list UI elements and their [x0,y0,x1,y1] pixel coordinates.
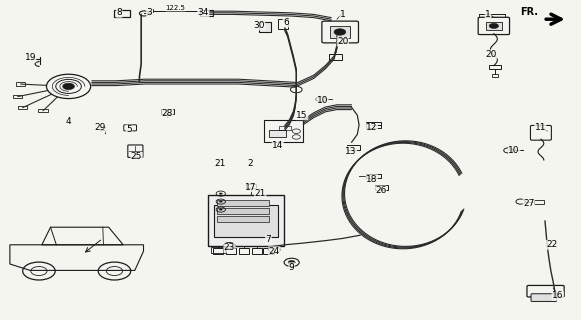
Bar [200,10,213,16]
Bar [375,185,388,189]
Bar [246,184,256,188]
Text: 21: 21 [214,159,225,168]
Text: 12: 12 [366,124,378,132]
Text: 26: 26 [375,186,386,195]
Bar [217,216,269,222]
Bar [214,205,278,237]
Bar [16,83,25,86]
Bar [217,200,269,206]
Circle shape [288,260,295,264]
Circle shape [219,193,223,195]
Bar [492,74,498,77]
Bar [278,19,288,29]
Bar [213,248,223,254]
Text: 4: 4 [66,117,71,126]
Bar [210,247,225,253]
Text: 34: 34 [198,8,209,17]
Text: 8: 8 [116,8,122,17]
Bar [263,248,274,254]
Bar [279,125,290,130]
Text: 30: 30 [253,21,265,30]
Text: 10: 10 [317,96,328,105]
Text: 14: 14 [272,141,284,150]
Text: 13: 13 [345,147,357,156]
Circle shape [334,29,346,35]
Bar [330,26,350,37]
Bar [489,65,501,69]
Circle shape [219,201,223,203]
Bar [208,195,284,246]
Bar [486,22,502,30]
Text: 20: 20 [337,37,349,46]
Text: 122.5: 122.5 [166,5,185,11]
Text: 24: 24 [268,247,280,256]
Bar [259,22,271,32]
Text: 22: 22 [546,240,558,249]
Text: 29: 29 [94,124,106,132]
Text: 2: 2 [247,159,253,168]
Text: 6: 6 [283,18,289,27]
Circle shape [63,83,74,90]
Text: 16: 16 [552,292,564,300]
Text: 21: 21 [254,189,266,198]
Text: 25: 25 [131,152,142,161]
Bar [114,10,130,17]
Bar [13,95,23,98]
Bar [252,248,262,254]
Bar [329,54,342,60]
Text: 23: 23 [224,244,235,252]
Bar [18,106,27,109]
Text: 28: 28 [162,109,173,118]
Text: 3: 3 [146,8,152,17]
Bar [161,109,174,114]
Circle shape [489,23,498,28]
Text: 1: 1 [485,10,491,19]
Bar [347,145,360,149]
Bar [534,200,544,204]
Text: 17: 17 [245,183,257,192]
Text: 9: 9 [289,263,295,272]
Bar [38,109,48,112]
Text: 18: 18 [366,175,378,184]
Text: 7: 7 [266,236,271,244]
Bar [269,130,286,137]
Text: 27: 27 [523,199,535,208]
Text: 10: 10 [508,146,520,155]
Text: 1: 1 [340,10,346,19]
Bar [367,122,381,128]
Bar [239,248,249,254]
Bar [367,173,381,179]
Text: 15: 15 [296,111,308,120]
FancyBboxPatch shape [531,294,557,301]
Text: 19: 19 [24,53,36,62]
Text: 5: 5 [126,125,132,134]
Text: 20: 20 [485,50,497,59]
Circle shape [219,209,223,211]
Text: FR.: FR. [521,7,539,17]
Bar [264,120,303,142]
Bar [217,208,269,214]
Bar [226,248,236,254]
Text: 11: 11 [535,124,546,132]
